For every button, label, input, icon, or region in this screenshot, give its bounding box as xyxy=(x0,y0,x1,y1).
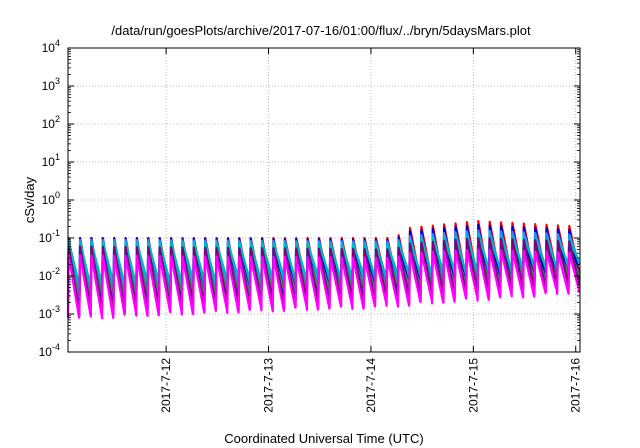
y-tick-label: 100 xyxy=(42,190,60,207)
y-tick-label: 102 xyxy=(42,114,60,131)
x-tick-label: 2017-7-12 xyxy=(159,358,173,413)
y-axis-label: cSv/day xyxy=(22,176,37,223)
y-tick-label: 10-4 xyxy=(39,342,60,359)
y-tick-label: 103 xyxy=(42,76,60,93)
y-tick-label: 10-2 xyxy=(39,266,60,283)
y-tick-label: 101 xyxy=(42,152,60,169)
series-line xyxy=(66,248,581,320)
x-tick-label: 2017-7-15 xyxy=(466,358,480,413)
x-tick-label: 2017-7-16 xyxy=(569,358,583,413)
x-axis-label: Coordinated Universal Time (UTC) xyxy=(224,431,423,446)
plot-area xyxy=(66,219,581,320)
chart-title: /data/run/goesPlots/archive/2017-07-16/0… xyxy=(111,23,531,38)
y-tick-label: 104 xyxy=(42,38,60,55)
y-tick-label: 10-3 xyxy=(39,304,60,321)
x-tick-label: 2017-7-13 xyxy=(262,358,276,413)
x-axis: 2017-7-12 2017-7-13 2017-7-14 2017-7-15 2017… xyxy=(159,48,583,413)
x-tick-label: 2017-7-14 xyxy=(364,358,378,413)
y-tick-label: 10-1 xyxy=(39,228,60,245)
y-axis: 10-4 10-3 10-2 10-1 100 101 102 103 104 xyxy=(39,38,580,359)
